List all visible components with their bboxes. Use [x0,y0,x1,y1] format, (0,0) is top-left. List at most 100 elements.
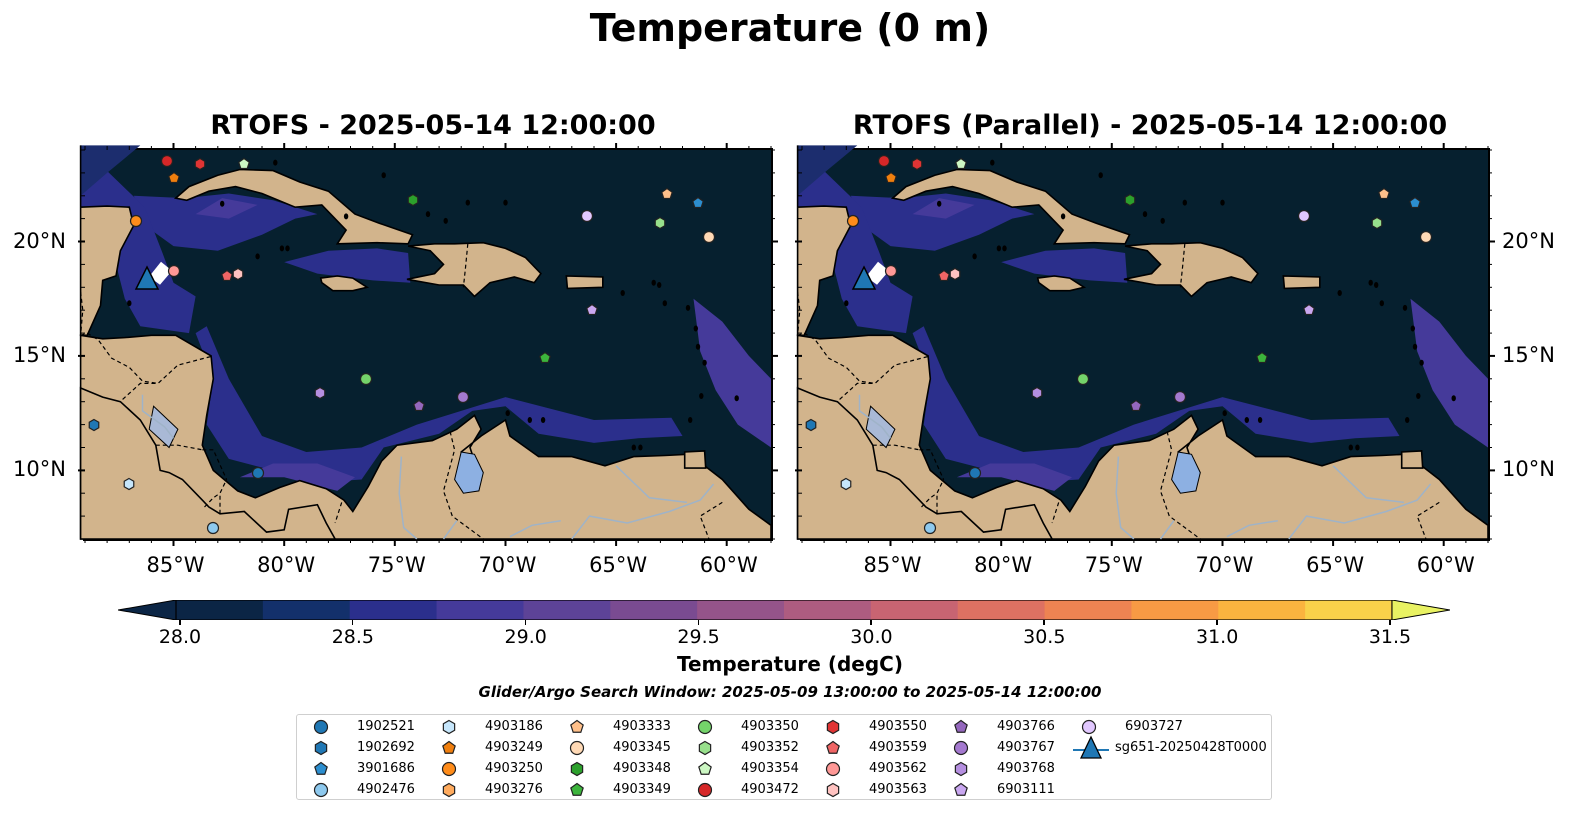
argo-float-marker[interactable] [129,214,143,228]
argo-float-marker[interactable] [1297,209,1311,223]
argo-float-marker[interactable] [923,521,937,535]
argo-float-marker[interactable] [580,209,594,223]
hexagon-marker-icon [569,761,585,777]
country-border [839,382,875,400]
country-border [872,444,920,451]
argo-float-marker[interactable] [167,264,181,278]
argo-float-marker[interactable] [884,264,898,278]
glider-marker[interactable] [849,265,879,291]
argo-float-marker[interactable] [1302,303,1316,317]
lon-tick-label: 85°W [146,553,205,577]
legend-label: 4903348 [613,761,671,776]
country-border [219,479,228,514]
argo-float-marker[interactable] [585,303,599,317]
colorbar-segment [1131,600,1219,620]
argo-float-marker[interactable] [948,267,962,281]
sst-contour [133,193,318,251]
lat-tick-label: 10°N [1502,457,1555,482]
legend-label: 1902521 [357,719,415,734]
argo-float-marker[interactable] [846,214,860,228]
small-island [443,217,448,224]
argo-float-marker[interactable] [702,230,716,244]
argo-float-marker[interactable] [313,386,327,400]
argo-float-marker[interactable] [122,477,136,491]
sst-contour [1410,298,1488,448]
small-island [527,417,532,423]
lon-tick-label: 65°W [589,553,648,577]
argo-float-marker[interactable] [968,466,982,480]
argo-float-marker[interactable] [839,477,853,491]
legend-label: 4903250 [485,761,543,776]
argo-float-marker[interactable] [910,157,924,171]
pentagon-marker-icon [953,782,969,798]
argo-float-marker[interactable] [1370,216,1384,230]
land-yucatan [796,145,852,337]
country-border [1051,502,1060,524]
country-border [462,243,469,288]
argo-float-marker[interactable] [456,390,470,404]
small-island [662,300,667,307]
legend: 1902521 1902692 3901686 4902476 4903186 49032… [296,714,1272,800]
argo-float-marker[interactable] [1255,351,1269,365]
argo-float-marker[interactable] [412,399,426,413]
argo-float-marker[interactable] [1123,193,1137,207]
argo-float-marker[interactable] [220,269,234,283]
hexagon-marker-icon [313,740,329,756]
legend-label: 3901686 [357,761,415,776]
legend-label: 4903768 [997,761,1055,776]
argo-float-marker[interactable] [406,193,420,207]
small-island [844,300,849,307]
argo-float-marker[interactable] [87,418,101,432]
argo-float-marker[interactable] [884,171,898,185]
colorbar-tick-label: 29.5 [677,626,720,648]
argo-float-marker[interactable] [653,216,667,230]
argo-float-marker[interactable] [937,269,951,283]
argo-float-marker[interactable] [237,157,251,171]
argo-float-marker[interactable] [359,372,373,386]
argo-float-marker[interactable] [877,154,891,168]
argo-float-marker[interactable] [1377,187,1391,201]
colorbar-tick-label: 28.5 [331,626,374,648]
argo-float-marker[interactable] [251,466,265,480]
colorbar-tick-mark [1389,620,1391,625]
circle-marker-icon [569,740,585,756]
country-border [122,382,158,400]
glider-marker[interactable] [132,265,162,291]
country-border [936,479,945,514]
argo-float-marker[interactable] [193,157,207,171]
sst-contour [195,198,258,219]
argo-float-marker[interactable] [538,351,552,365]
argo-float-marker[interactable] [231,267,245,281]
argo-float-marker[interactable] [167,171,181,185]
circle-marker-icon [441,761,457,777]
argo-float-marker[interactable] [1129,399,1143,413]
land-cuba [890,168,1131,245]
colorbar-segment [697,600,785,620]
argo-float-marker[interactable] [1173,390,1187,404]
land-yucatan [79,145,135,337]
argo-float-marker[interactable] [160,154,174,168]
argo-float-marker[interactable] [1076,372,1090,386]
argo-float-marker[interactable] [954,157,968,171]
argo-float-marker[interactable] [691,196,705,210]
legend-label: 4903349 [613,782,671,797]
argo-float-marker[interactable] [660,187,674,201]
argo-float-marker[interactable] [1408,196,1422,210]
glider-track [149,261,172,285]
legend-label: 4903767 [997,740,1055,755]
colorbar-tick-mark [1216,620,1218,625]
legend-label: 4903559 [869,740,927,755]
argo-float-marker[interactable] [1030,386,1044,400]
river [1288,483,1432,540]
colorbar-segment [957,600,1046,620]
legend-label: 4903276 [485,782,543,797]
argo-float-marker[interactable] [206,521,220,535]
colorbar-tick-mark [697,620,700,625]
hexagon-marker-icon [953,761,969,777]
small-island [631,444,636,451]
argo-float-marker[interactable] [804,418,818,432]
legend-label: 4903563 [869,782,927,797]
small-island [127,300,132,307]
colorbar-segment [1305,600,1393,620]
argo-float-marker[interactable] [1419,230,1433,244]
